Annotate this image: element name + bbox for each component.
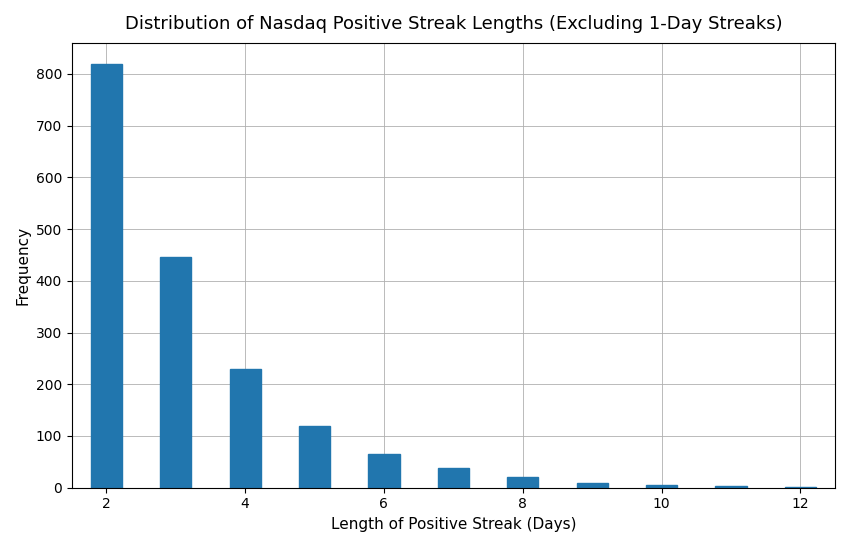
Bar — [785, 487, 816, 488]
Bar — [576, 482, 608, 488]
Bar — [507, 478, 538, 488]
Title: Distribution of Nasdaq Positive Streak Lengths (Excluding 1-Day Streaks): Distribution of Nasdaq Positive Streak L… — [124, 15, 782, 33]
Bar — [91, 63, 122, 488]
Bar — [160, 257, 191, 488]
Bar — [716, 486, 746, 488]
Bar — [230, 369, 261, 488]
Y-axis label: Frequency: Frequency — [15, 226, 30, 305]
Bar — [368, 454, 400, 488]
Bar — [299, 426, 330, 488]
Bar — [646, 485, 677, 488]
Bar — [438, 468, 469, 488]
X-axis label: Length of Positive Streak (Days): Length of Positive Streak (Days) — [331, 517, 576, 532]
